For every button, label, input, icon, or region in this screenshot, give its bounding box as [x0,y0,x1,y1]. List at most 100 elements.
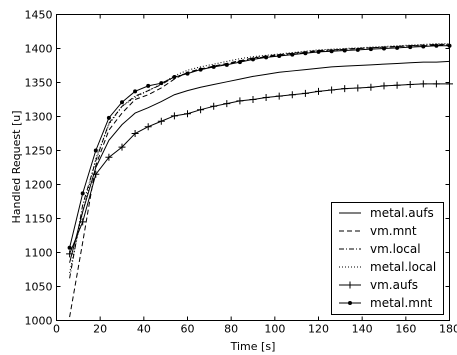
data-point-plus [170,112,178,120]
data-point-dot [93,148,98,153]
x-tick-label: 140 [352,323,373,336]
legend-box [331,202,444,315]
series-metal-aufs [69,60,450,263]
data-point-plus [328,86,336,94]
legend-label: vm.mnt [370,224,417,238]
y-tick-label: 1000 [25,315,53,328]
data-point-plus [223,100,231,108]
series-metal-mnt [67,43,452,250]
y-axis-label: Handled Request [u] [10,110,23,223]
legend-label: metal.local [370,260,436,274]
y-tick-label: 1200 [25,179,53,192]
data-point-plus [341,85,349,93]
data-point-plus [79,218,87,226]
data-point-dot [224,62,229,67]
series-metal-local [69,43,450,274]
data-point-plus [184,110,191,118]
data-point-dot [237,60,242,65]
data-point-plus [236,97,244,105]
data-point-dot [342,48,347,53]
data-point-dot [211,64,216,69]
y-tick-label: 1300 [25,111,53,124]
data-point-dot [120,100,124,105]
data-point-plus [262,93,270,101]
x-tick-label: 80 [224,323,238,336]
data-point-dot [434,43,439,48]
data-point-dot [329,49,334,54]
data-point-dot [264,55,269,60]
data-point-plus [197,106,205,114]
x-tick-label: 0 [53,323,60,336]
y-tick-label: 1350 [25,77,53,90]
data-point-plus [118,143,126,151]
data-point-dot [133,89,138,94]
data-point-dot [395,45,400,50]
data-point-plus [301,89,309,97]
x-tick-label: 40 [137,323,151,336]
data-point-dot [277,53,282,58]
data-point-dot [172,75,177,80]
data-point-dot [67,245,72,250]
legend-label: metal.aufs [370,206,434,220]
x-tick-label: 100 [264,323,285,336]
data-point-dot [303,51,308,56]
series-layer [66,43,453,318]
data-point-plus [288,91,296,99]
data-point-plus [419,80,427,88]
data-point-plus [315,87,322,95]
data-point-plus [105,153,113,161]
data-point-dot [80,191,85,196]
series-line [69,44,450,318]
data-point-plus [432,80,440,88]
data-point-plus [92,170,100,178]
data-point-plus [354,84,362,92]
data-point-dot [368,47,373,52]
data-point-plus [406,81,414,89]
data-point-dot [421,44,426,49]
data-point-dot [316,49,321,54]
tick-layer: 0 20 40 60 80 100 120 140 160 180 1000 1050 1100 1150… [25,9,457,336]
data-point-dot [159,81,164,86]
data-point-plus [66,250,74,258]
data-point-dot [146,83,151,88]
y-tick-label: 1250 [25,145,53,158]
data-point-dot [348,301,352,305]
data-point-plus [367,83,375,91]
x-tick-label: 180 [439,323,457,336]
y-tick-label: 1050 [25,281,53,294]
y-tick-label: 1400 [25,43,53,56]
data-point-plus [210,102,218,110]
plot-frame [56,14,450,321]
legend: metal.aufs vm.mnt vm.local metal.local vm.au… [331,202,444,315]
series-line [69,43,450,274]
data-point-plus [144,123,152,131]
data-point-dot [251,57,255,62]
series-vm-aufs [66,80,453,258]
data-point-dot [106,115,111,120]
data-point-dot [185,71,190,76]
data-point-plus [249,96,257,103]
x-tick-label: 60 [181,323,195,336]
data-point-plus [346,281,354,289]
series-line [69,60,450,263]
data-point-plus [275,92,283,100]
data-point-dot [408,45,413,50]
data-point-plus [131,130,139,137]
series-vm-mnt [69,44,450,318]
data-point-plus [393,81,401,89]
x-axis-label: Time [s] [230,340,276,353]
data-point-dot [382,46,386,51]
x-tick-label: 160 [395,323,416,336]
legend-label: vm.local [370,242,421,256]
y-tick-label: 1150 [25,213,53,226]
data-point-dot [290,52,295,57]
data-point-plus [157,117,165,125]
legend-label: metal.mnt [370,296,433,310]
x-tick-label: 120 [308,323,329,336]
y-tick-label: 1450 [25,9,53,22]
y-tick-label: 1100 [25,247,53,260]
data-point-plus [380,82,388,90]
legend-label: vm.aufs [370,278,418,292]
series-line [69,45,450,248]
